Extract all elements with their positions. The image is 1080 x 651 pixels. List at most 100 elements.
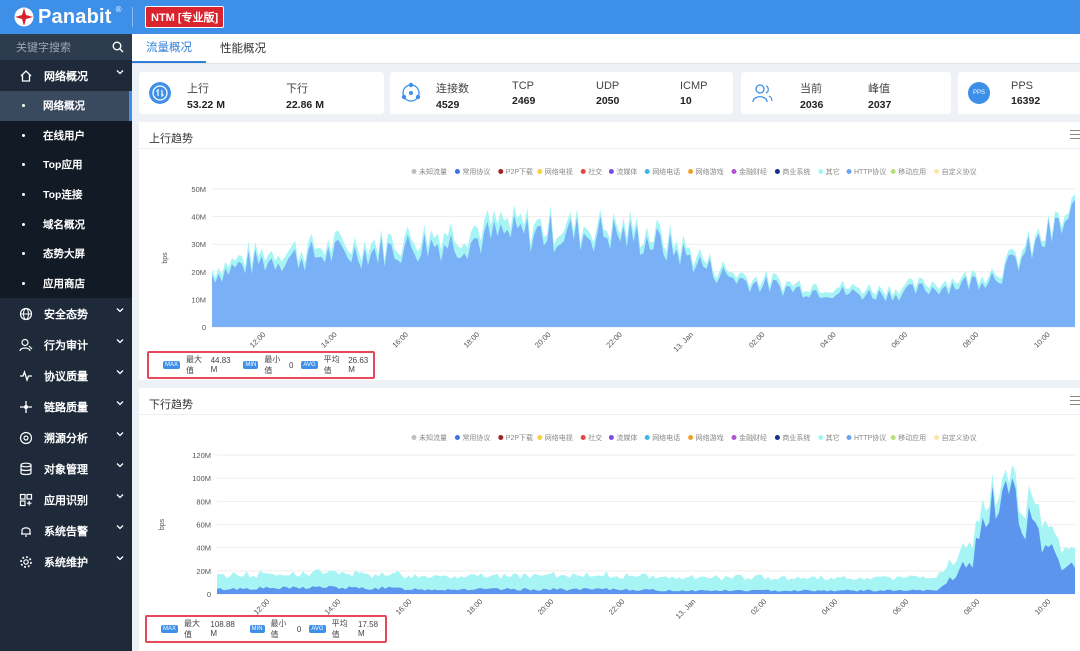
tab-traffic-overview[interactable]: 流量概况 bbox=[132, 33, 206, 63]
legend-item-label: 社交 bbox=[588, 167, 602, 176]
x-tick-label: 16:00 bbox=[390, 330, 410, 350]
menu-group-network[interactable]: 网络概况 bbox=[0, 60, 132, 91]
menu-group-audit[interactable]: 行为审计 bbox=[0, 329, 132, 360]
menu-group-objects[interactable]: 对象管理 bbox=[0, 453, 132, 484]
connections-value: 4529 bbox=[436, 99, 460, 111]
legend-swatch bbox=[774, 169, 780, 174]
submenu-item-online-users[interactable]: 在线用户 bbox=[0, 121, 132, 151]
menu-group-label: 链路质量 bbox=[44, 401, 88, 414]
chevron-down-icon bbox=[116, 432, 124, 437]
submenu-item-top-connections[interactable]: Top连接 bbox=[0, 180, 132, 210]
bullet-icon bbox=[22, 133, 25, 137]
x-tick-label: 06:00 bbox=[891, 597, 911, 617]
legend-item-label: 商业系统 bbox=[782, 167, 810, 176]
legend-swatch bbox=[731, 169, 737, 174]
submenu-item-domain-overview[interactable]: 域名概况 bbox=[0, 209, 132, 239]
legend-swatch bbox=[498, 169, 504, 174]
menu-group-security[interactable]: 安全态势 bbox=[0, 298, 132, 329]
legend-swatch bbox=[688, 169, 694, 174]
udp-value: 2050 bbox=[596, 95, 620, 107]
bullet-icon bbox=[22, 193, 25, 197]
download-trend-chart: 未知流量 常用协议 P2P下载 网络电视 社交 流媒体 网络电话 网络游戏 金融财经 商业系统 其它… bbox=[159, 433, 1075, 621]
menu-group-link-quality[interactable]: 链路质量 bbox=[0, 391, 132, 422]
search-icon[interactable] bbox=[112, 41, 124, 53]
tab-performance-overview[interactable]: 性能概况 bbox=[220, 43, 266, 55]
min-value: 0 bbox=[288, 360, 294, 370]
legend-item-label: 网络电视 bbox=[545, 433, 573, 442]
search-input[interactable]: 关键字搜索 bbox=[16, 42, 71, 54]
globe-icon bbox=[18, 306, 34, 322]
chart-menu-icon[interactable] bbox=[1070, 396, 1080, 408]
legend-swatch bbox=[688, 435, 694, 440]
legend-swatch bbox=[498, 435, 504, 440]
submenu: 网络概况 在线用户 Top应用 Top连接 域名概况 态势大屏 应用商店 bbox=[0, 91, 132, 299]
x-tick-label: 18:00 bbox=[462, 330, 482, 350]
legend-swatch bbox=[774, 435, 780, 440]
traffic-icon bbox=[149, 82, 171, 104]
chevron-down-icon bbox=[116, 339, 124, 344]
submenu-item-top-apps[interactable]: Top应用 bbox=[0, 150, 132, 180]
legend-item-label: 未知流量 bbox=[419, 167, 447, 176]
menu-group-protocol-quality[interactable]: 协议质量 bbox=[0, 360, 132, 391]
chevron-down-icon bbox=[116, 525, 124, 530]
menu-group-label: 安全态势 bbox=[44, 308, 88, 321]
panel-title: 上行趋势 bbox=[149, 133, 193, 145]
submenu-item-network-overview[interactable]: 网络概况 bbox=[0, 91, 132, 121]
min-label: 最小值 bbox=[264, 355, 281, 375]
peak-users-value: 2037 bbox=[868, 99, 892, 111]
legend-swatch bbox=[537, 169, 543, 174]
min-label: 最小值 bbox=[270, 619, 287, 639]
tcp-value: 2469 bbox=[512, 95, 536, 107]
y-tick-label: 10M bbox=[191, 295, 206, 304]
sidebar-search[interactable]: 关键字搜索 bbox=[0, 34, 132, 60]
logo[interactable]: Panabit ® bbox=[0, 0, 132, 34]
submenu-label: 态势大屏 bbox=[43, 248, 85, 261]
menu-group-alerts[interactable]: 系统告警 bbox=[0, 515, 132, 546]
legend-item-label: 网络电话 bbox=[652, 433, 680, 442]
legend-item-label: 金融财经 bbox=[739, 433, 767, 442]
x-tick-label: 20:00 bbox=[536, 597, 556, 617]
legend-swatch bbox=[731, 435, 737, 440]
max-value: 108.88 M bbox=[210, 620, 235, 638]
avg-value: 26.63 M bbox=[348, 356, 369, 374]
menu-group-label: 网络概况 bbox=[44, 70, 88, 83]
legend-swatch bbox=[608, 169, 614, 174]
upload-trend-chart: 未知流量 常用协议 P2P下载 网络电视 社交 流媒体 网络电话 网络游戏 金融财经 商业系统 其它… bbox=[162, 167, 1075, 354]
chevron-down-icon bbox=[116, 463, 124, 468]
menu-group-label: 应用识别 bbox=[44, 494, 88, 507]
menu-group-label: 溯源分析 bbox=[44, 432, 88, 445]
legend-swatch bbox=[580, 435, 586, 440]
x-tick-label: 06:00 bbox=[889, 330, 909, 350]
submenu-label: 域名概况 bbox=[43, 218, 85, 231]
trace-icon bbox=[18, 430, 34, 446]
user-icon bbox=[752, 84, 773, 103]
menu-group-maintenance[interactable]: 系统维护 bbox=[0, 546, 132, 577]
legend-swatch bbox=[454, 435, 460, 440]
menu-group-app-recognition[interactable]: 应用识别 bbox=[0, 484, 132, 515]
legend-item-label: P2P下载 bbox=[506, 433, 533, 442]
y-tick-label: 60M bbox=[196, 521, 211, 530]
sidebar: 关键字搜索 网络概况 网络概况 在线用户 Top应用 Top连接 域名概况 态势… bbox=[0, 34, 132, 651]
submenu-item-app-store[interactable]: 应用商店 bbox=[0, 269, 132, 299]
pps-icon: PPS bbox=[968, 82, 990, 104]
brand-name: Panabit bbox=[38, 5, 112, 28]
legend-item-label: HTTP协议 bbox=[854, 433, 886, 442]
x-tick-label: 14:00 bbox=[319, 330, 339, 350]
max-label: 最大值 bbox=[186, 355, 203, 375]
x-tick-label: 20:00 bbox=[533, 330, 553, 350]
menu-group-trace[interactable]: 溯源分析 bbox=[0, 422, 132, 453]
legend-swatch bbox=[846, 169, 852, 174]
submenu-item-situation-screen[interactable]: 态势大屏 bbox=[0, 239, 132, 269]
chevron-down-icon bbox=[116, 370, 124, 375]
y-tick-label: 50M bbox=[191, 185, 206, 194]
submenu-label: 在线用户 bbox=[43, 129, 85, 142]
legend-swatch bbox=[818, 169, 824, 174]
tab-bar: 流量概况 性能概况 bbox=[132, 34, 1080, 64]
legend-item-label: 其它 bbox=[826, 167, 840, 176]
upload-label: 上行 bbox=[187, 83, 209, 95]
connection-card: 连接数 4529 TCP 2469 UDP 2050 ICMP 10 bbox=[390, 72, 733, 114]
pps-card: PPS PPS 16392 bbox=[958, 72, 1080, 114]
link-icon bbox=[18, 399, 34, 415]
x-tick-label: 10:00 bbox=[1032, 330, 1052, 350]
chart-menu-icon[interactable] bbox=[1070, 130, 1080, 142]
